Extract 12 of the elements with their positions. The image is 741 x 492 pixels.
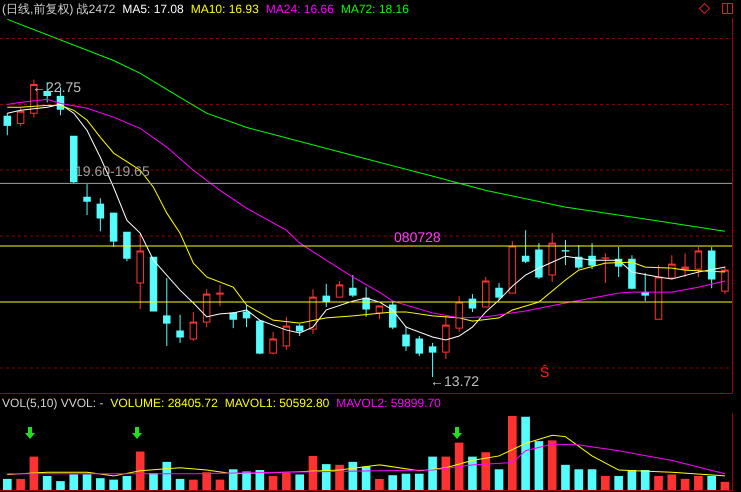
text: MAVOL2: 59899.70 <box>336 396 441 410</box>
annotation: ←13.72 <box>430 373 480 389</box>
text: MAVOL1: 50592.80 <box>224 396 330 410</box>
annotation: Ŝ <box>540 364 550 380</box>
chart-subtitle: VOLUME: 28405.72 <box>110 396 218 410</box>
text: MA10: 16.93 <box>190 2 259 16</box>
text: MA5: 17.08 <box>122 2 184 16</box>
text: MA72: 18.16 <box>340 2 409 16</box>
chart-title: VOL(5,10) VVOL: - <box>2 396 104 410</box>
text: MA24: 16.66 <box>266 2 334 16</box>
chart-title: (日线,前复权) 战2472 <box>2 2 116 16</box>
annotation: 080728 <box>394 229 441 245</box>
